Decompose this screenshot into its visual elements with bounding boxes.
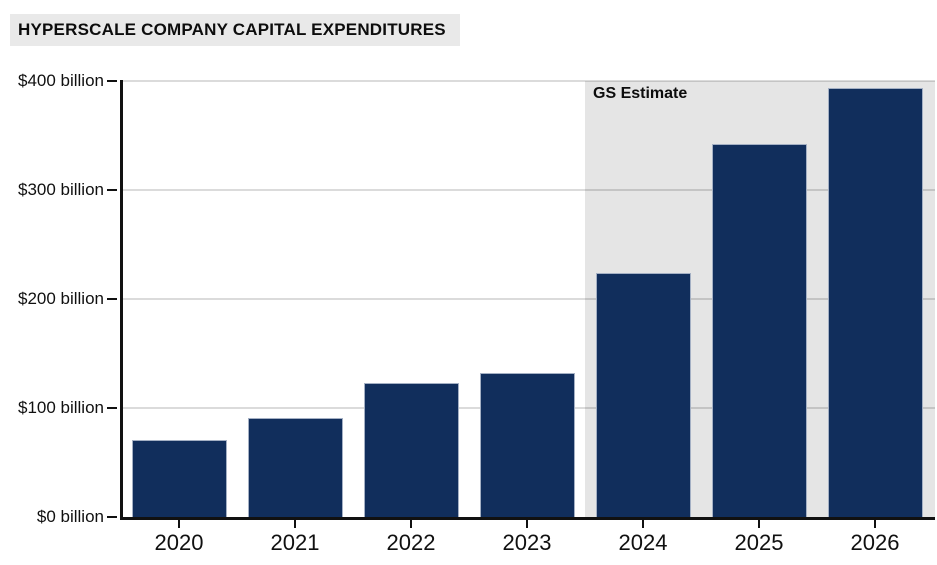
gridline-400 (121, 80, 935, 82)
bar-2025 (712, 144, 807, 517)
x-axis-tick-2023 (526, 520, 528, 528)
y-axis-tick-200 (107, 298, 117, 300)
y-axis-label-200: $200 billion (17, 289, 104, 308)
x-axis-label-2021: 2021 (270, 530, 320, 555)
y-axis-tick-400 (107, 80, 117, 82)
y-axis-tick-0 (107, 516, 117, 518)
x-axis-tick-2024 (642, 520, 644, 528)
y-axis-tick-100 (107, 407, 117, 409)
x-axis-label-2020: 2020 (154, 530, 204, 555)
chart-title-text: HYPERSCALE COMPANY CAPITAL EXPENDITURES (18, 20, 446, 39)
y-axis-tick-300 (107, 189, 117, 191)
y-axis-label-0: $0 billion (36, 507, 104, 526)
x-axis-label-2024: 2024 (618, 530, 668, 555)
x-axis-tick-2020 (178, 520, 180, 528)
x-axis-label-2026: 2026 (850, 530, 900, 555)
y-axis-label-400: $400 billion (17, 71, 104, 90)
bar-2023 (480, 373, 575, 517)
estimate-region-label: GS Estimate (593, 85, 688, 102)
x-axis-tick-2026 (874, 520, 876, 528)
gridline-300 (121, 189, 935, 191)
bar-2020 (132, 440, 227, 517)
x-axis-tick-2025 (758, 520, 760, 528)
y-axis-line (120, 80, 123, 520)
bar-2026 (828, 88, 923, 517)
x-axis-line (120, 517, 935, 520)
x-axis-label-2023: 2023 (502, 530, 552, 555)
bar-2021 (248, 418, 343, 517)
chart-title: HYPERSCALE COMPANY CAPITAL EXPENDITURES (10, 14, 460, 46)
x-axis-label-2022: 2022 (386, 530, 436, 555)
y-axis-label-100: $100 billion (17, 398, 104, 417)
gridline-200 (121, 298, 935, 300)
x-axis-tick-2022 (410, 520, 412, 528)
x-axis-tick-2021 (294, 520, 296, 528)
bar-2022 (364, 383, 459, 517)
x-axis-label-2025: 2025 (734, 530, 784, 555)
bar-2024 (596, 273, 691, 517)
y-axis-label-300: $300 billion (17, 180, 104, 199)
